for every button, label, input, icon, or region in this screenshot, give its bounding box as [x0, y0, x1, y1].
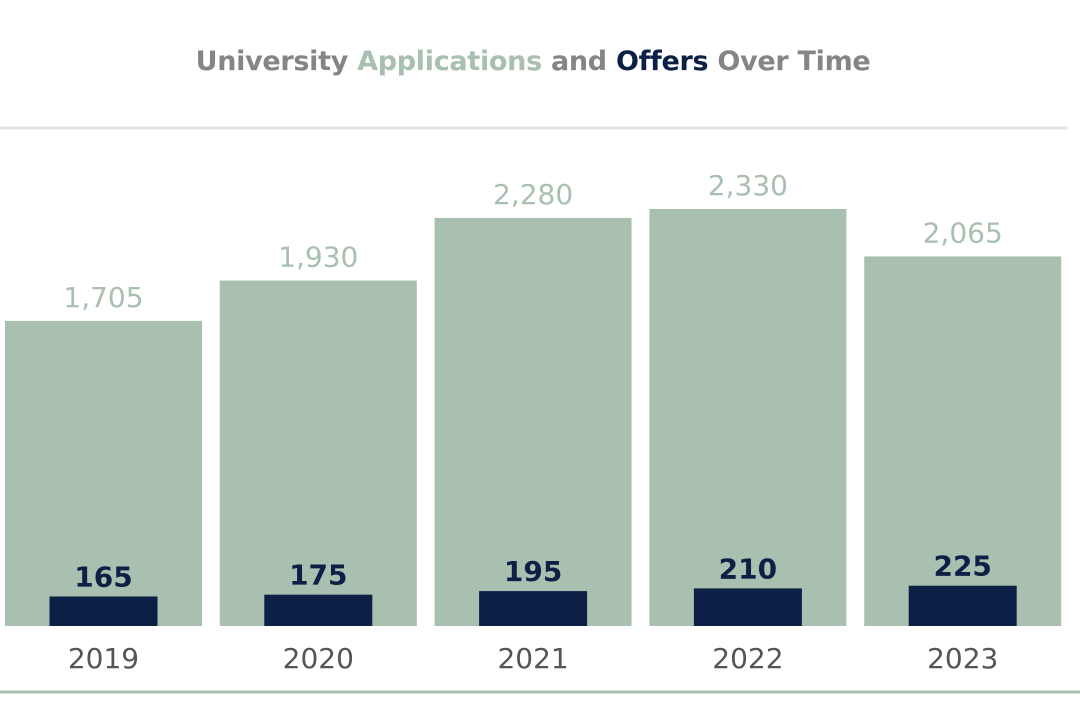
applications-label-2021: 2,280 — [493, 178, 573, 211]
x-tick-2021: 2021 — [497, 642, 568, 675]
offers-bar-2020 — [264, 594, 373, 626]
x-tick-2022: 2022 — [712, 642, 783, 675]
applications-label-2022: 2,330 — [708, 169, 788, 202]
applications-bar-2023 — [864, 256, 1062, 626]
offers-bar-2023 — [908, 585, 1017, 626]
chart-title: University Applications and Offers Over … — [0, 46, 1066, 77]
offers-label-2023: 225 — [933, 550, 991, 583]
title-part-applications: Applications — [357, 46, 542, 77]
offers-bar-2021 — [479, 591, 588, 626]
title-part-over-time: Over Time — [717, 46, 871, 77]
title-part-university: University — [195, 46, 349, 77]
offers-label-2019: 165 — [74, 560, 132, 593]
applications-label-2023: 2,065 — [923, 216, 1003, 249]
offers-bar-2019 — [49, 596, 158, 626]
title-part-offers: Offers — [615, 46, 709, 77]
offers-label-2020: 175 — [289, 559, 347, 592]
applications-bar-2022 — [649, 209, 847, 626]
offers-label-2021: 195 — [504, 555, 562, 588]
x-tick-2019: 2019 — [68, 642, 139, 675]
applications-label-2020: 1,930 — [278, 241, 358, 274]
applications-label-2019: 1,705 — [63, 281, 143, 314]
x-tick-2023: 2023 — [927, 642, 998, 675]
applications-bar-2019 — [5, 320, 202, 626]
applications-bar-2021 — [434, 217, 632, 627]
offers-bar-2022 — [693, 588, 802, 626]
x-tick-2020: 2020 — [283, 642, 354, 675]
title-part-and: and — [550, 46, 607, 77]
offers-label-2022: 210 — [719, 552, 777, 585]
bars-group: 1,705 165 2019 1,930 175 2020 2,280 195 2021 2,33… — [5, 169, 1062, 675]
applications-bar-2020 — [219, 280, 417, 626]
